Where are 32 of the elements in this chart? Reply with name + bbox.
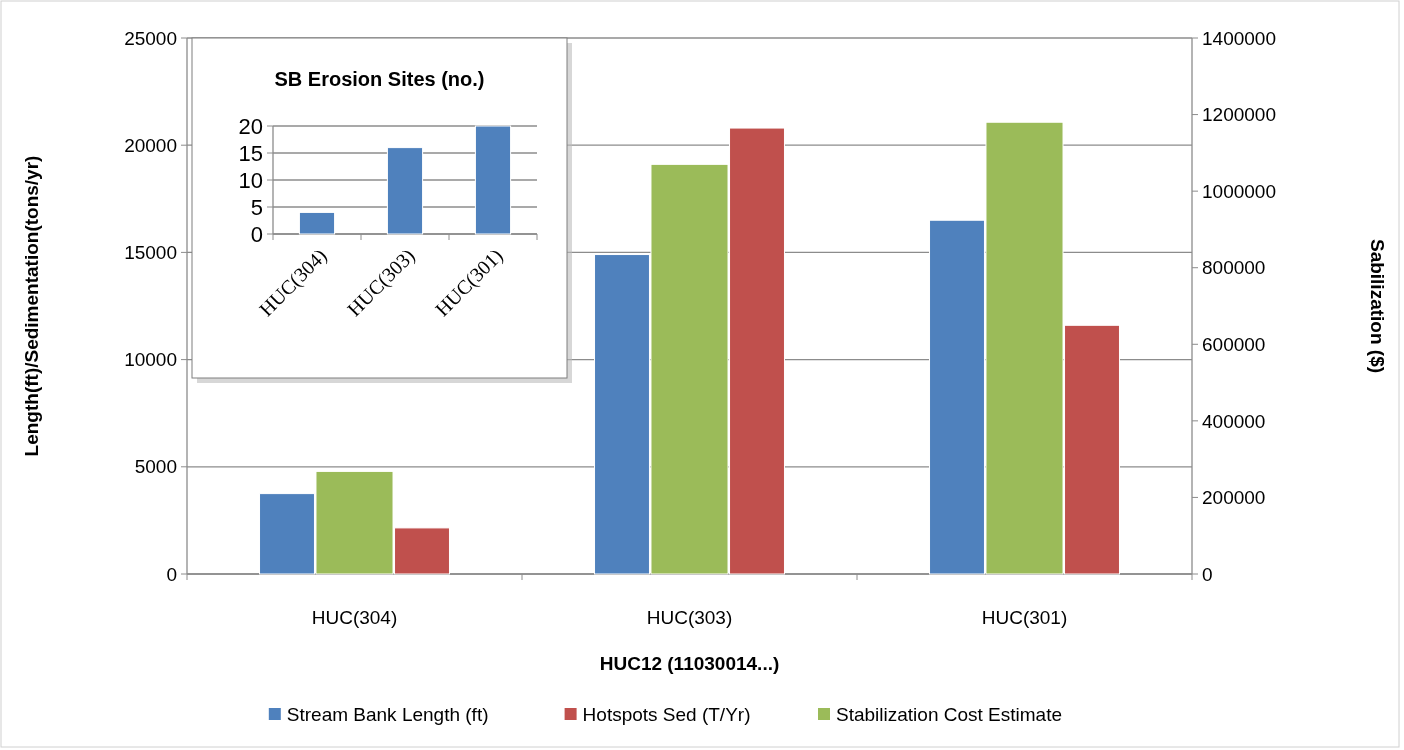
y2-tick-label: 600000 xyxy=(1202,333,1266,355)
y2-tick-label: 1200000 xyxy=(1202,104,1276,126)
bar xyxy=(386,147,424,235)
y-tick-label: 0 xyxy=(250,221,263,247)
y2-tick-label: 800000 xyxy=(1202,257,1266,279)
y2-axis-title: Sabilization ($) xyxy=(1367,238,1388,374)
y-tick-label: 25000 xyxy=(124,27,177,49)
x-tick-label: HUC(303) xyxy=(646,607,733,628)
bar xyxy=(298,211,336,235)
x-tick-label: HUC(304) xyxy=(311,607,398,628)
y2-tick-label: 1000000 xyxy=(1202,180,1276,202)
y-tick-label: 10 xyxy=(238,167,263,193)
bar xyxy=(474,125,512,235)
y-tick-label: 5000 xyxy=(134,456,177,478)
y-axis-title: Length(ft)/Sedimentation(tons/yr) xyxy=(21,155,42,457)
y2-tick-label: 1400000 xyxy=(1202,27,1276,49)
chart-title: SB Erosion Sites (no.) xyxy=(274,68,485,90)
y2-tick-label: 400000 xyxy=(1202,410,1266,432)
y-tick-label: 15 xyxy=(238,140,263,166)
y2-tick-label: 200000 xyxy=(1202,487,1266,509)
y-tick-label: 5 xyxy=(250,194,263,220)
y-tick-label: 0 xyxy=(166,563,177,585)
legend-label: Stabilization Cost Estimate xyxy=(836,703,1062,725)
x-tick-label: HUC(301) xyxy=(981,607,1068,628)
y2-tick-label: 0 xyxy=(1202,563,1213,585)
y-tick-label: 20000 xyxy=(124,134,177,156)
y-tick-label: 15000 xyxy=(124,242,177,264)
legend-label: Stream Bank Length (ft) xyxy=(286,703,489,725)
legend-label: Hotspots Sed (T/Yr) xyxy=(582,703,751,725)
y-tick-label: 20 xyxy=(238,113,263,139)
y-tick-label: 10000 xyxy=(124,349,177,371)
x-axis-title: HUC12 (11030014...) xyxy=(599,653,780,674)
